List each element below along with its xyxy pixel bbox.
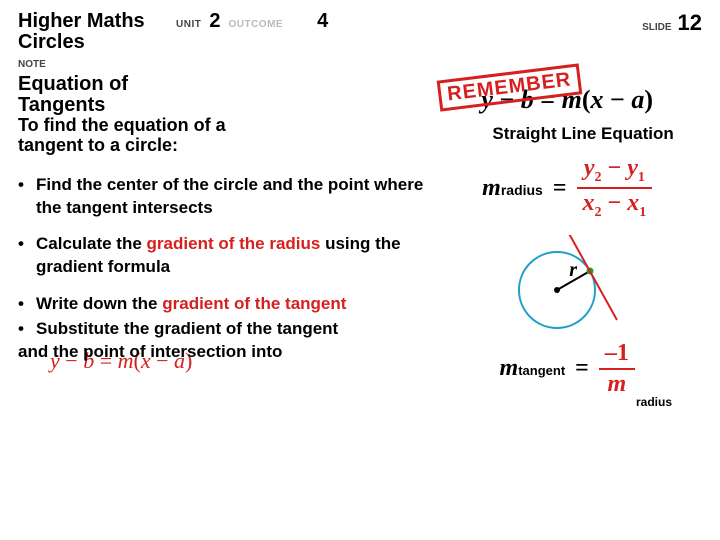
radius-label: r: [569, 259, 577, 282]
line-eq-caption: Straight Line Equation: [492, 125, 702, 144]
f2-num: –1: [599, 341, 635, 366]
unit-label: UNIT: [176, 19, 201, 30]
f1-min2: −: [602, 190, 628, 216]
f1-x2: x: [583, 190, 595, 216]
step-3-pre: Write down the: [36, 294, 162, 313]
mt-sub: tangent: [518, 363, 565, 378]
f1-y2: y: [584, 155, 595, 181]
mr-eq: =: [553, 175, 567, 202]
f1-y1: y: [627, 155, 638, 181]
circle-diagram: r: [507, 235, 627, 335]
mr-sub: radius: [501, 182, 543, 198]
f1-min1: −: [602, 155, 628, 181]
slide-number-box: SLIDE 12: [642, 10, 702, 36]
slide-label: SLIDE: [642, 22, 671, 33]
leq-min2: −: [604, 85, 632, 114]
step-4: Substitute the gradient of the tangent a…: [18, 318, 432, 364]
step-4-line2: and the point of intersection into: [18, 341, 282, 364]
slide-header: Higher Maths Circles UNIT 2 OUTCOME 4: [18, 10, 702, 53]
f1-s2d: 2: [595, 205, 602, 220]
gradient-radius-formula: mradius = y2 − y1 x2 − x1: [432, 156, 702, 221]
step-2: Calculate the gradient of the radius usi…: [18, 233, 432, 279]
mt-eq: =: [575, 355, 589, 382]
main-content: Equation of Tangents To find the equatio…: [18, 72, 432, 409]
note-intro: To find the equation of a tangent to a c…: [18, 116, 248, 156]
gradient-fraction: y2 − y1 x2 − x1: [577, 156, 653, 221]
f1-x1: x: [627, 190, 639, 216]
m-tangent-lhs: mtangent: [500, 355, 566, 382]
formula-sidebar: REMEMBER y − b = m(x − a) Straight Line …: [432, 72, 702, 409]
note-label: NOTE: [18, 59, 702, 70]
tangent-radius-sub: radius: [432, 395, 702, 409]
mt-m: m: [500, 355, 519, 381]
f1-s1: 1: [638, 169, 645, 184]
leq-open: (: [582, 85, 591, 114]
step-2-pre: Calculate the: [36, 234, 147, 253]
outcome-label: OUTCOME: [228, 19, 283, 30]
m-radius-lhs: mradius: [482, 175, 543, 202]
leq-a: a: [631, 85, 644, 114]
note-title: Equation of Tangents: [18, 74, 198, 116]
course-title: Higher Maths Circles: [18, 11, 168, 53]
circle-svg: [507, 235, 627, 335]
step-1-text: Find the center of the circle and the po…: [36, 175, 423, 217]
leq-close: ): [644, 85, 653, 114]
slide-number: 12: [678, 10, 702, 36]
step-1: Find the center of the circle and the po…: [18, 174, 432, 220]
leq-x: x: [591, 85, 604, 114]
step-3-highlight: gradient of the tangent: [162, 294, 346, 313]
f1-s2: 2: [595, 169, 602, 184]
unit-value: 2: [209, 10, 220, 33]
gradient-tangent-formula: mtangent = –1 m: [432, 341, 702, 397]
step-3: Write down the gradient of the tangent: [18, 293, 432, 316]
outcome-value: 4: [317, 10, 328, 33]
tangent-fraction: –1 m: [599, 341, 635, 397]
f2-den: m: [608, 371, 627, 397]
steps-list: Find the center of the circle and the po…: [18, 174, 432, 365]
step-2-highlight: gradient of the radius: [147, 234, 321, 253]
f1-s1d: 1: [639, 205, 646, 220]
mr-m: m: [482, 175, 501, 201]
step-4-line1: Substitute the gradient of the tangent: [36, 319, 338, 338]
